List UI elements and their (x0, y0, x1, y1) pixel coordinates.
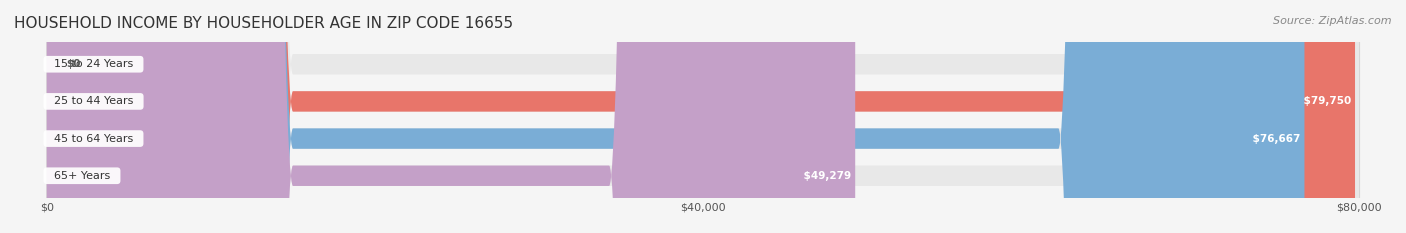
Text: $49,279: $49,279 (800, 171, 855, 181)
FancyBboxPatch shape (46, 0, 1355, 233)
Text: Source: ZipAtlas.com: Source: ZipAtlas.com (1274, 16, 1392, 26)
FancyBboxPatch shape (46, 0, 1360, 233)
Text: 15 to 24 Years: 15 to 24 Years (46, 59, 141, 69)
Text: $0: $0 (66, 59, 82, 69)
FancyBboxPatch shape (46, 0, 1360, 233)
Text: 25 to 44 Years: 25 to 44 Years (46, 96, 141, 106)
FancyBboxPatch shape (46, 0, 1360, 233)
Text: $79,750: $79,750 (1301, 96, 1355, 106)
FancyBboxPatch shape (46, 0, 1360, 233)
Text: HOUSEHOLD INCOME BY HOUSEHOLDER AGE IN ZIP CODE 16655: HOUSEHOLD INCOME BY HOUSEHOLDER AGE IN Z… (14, 16, 513, 31)
Text: $76,667: $76,667 (1250, 134, 1305, 144)
Text: 45 to 64 Years: 45 to 64 Years (46, 134, 141, 144)
FancyBboxPatch shape (46, 0, 855, 233)
FancyBboxPatch shape (46, 0, 1305, 233)
Text: 65+ Years: 65+ Years (46, 171, 117, 181)
